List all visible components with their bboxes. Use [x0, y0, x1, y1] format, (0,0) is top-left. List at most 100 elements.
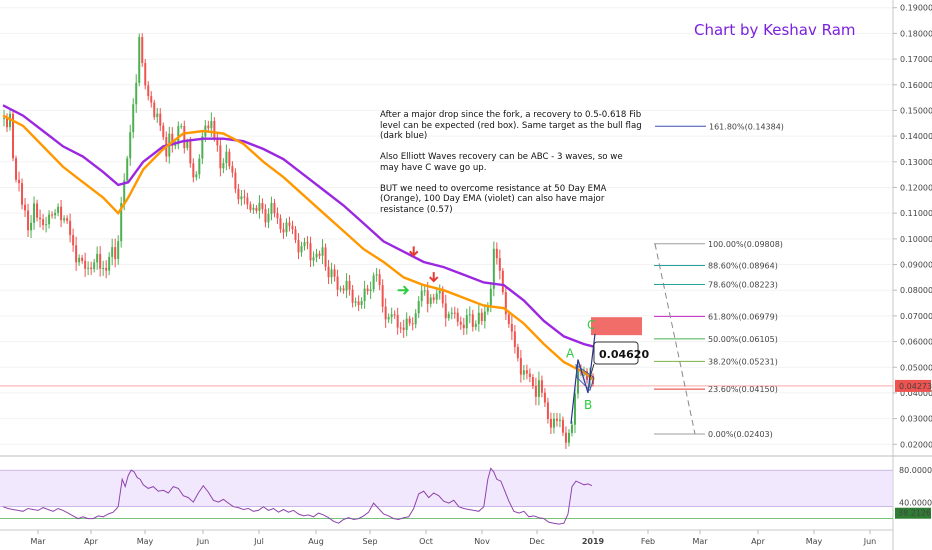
candle-body: [285, 222, 288, 233]
candle-body: [384, 306, 387, 320]
time-tick-label: Jun: [863, 537, 877, 546]
candle-body: [171, 133, 174, 146]
candle-body: [504, 292, 507, 315]
time-tick-label: Apr: [751, 537, 766, 546]
candle-body: [390, 314, 393, 318]
candle-body: [24, 204, 27, 211]
candle-body: [393, 314, 396, 316]
price-tick-label: 0.18000: [900, 29, 932, 38]
candle-body: [126, 158, 129, 181]
candle-body: [546, 402, 549, 419]
candle-body: [15, 158, 18, 180]
wave-label-c: C: [587, 318, 595, 332]
candle-body: [105, 267, 108, 271]
candle-body: [201, 136, 204, 159]
candle-body: [312, 257, 315, 261]
fib-level-label: 23.60%(0.04150): [708, 385, 778, 394]
candle-body: [399, 327, 402, 329]
candle-body: [81, 257, 84, 261]
candle-body: [267, 213, 270, 223]
candle-body: [273, 202, 276, 214]
candle-body: [396, 314, 399, 328]
candle-body: [288, 222, 291, 226]
candle-body: [216, 137, 219, 146]
candle-body: [231, 166, 234, 173]
candle-body: [498, 258, 501, 271]
candle-body: [27, 210, 30, 231]
candle-body: [150, 96, 153, 103]
price-tick-label: 0.04000: [900, 389, 932, 398]
candle-body: [429, 297, 432, 304]
candle-body: [78, 257, 81, 263]
candle-body: [195, 174, 198, 178]
candle-body: [369, 289, 372, 292]
candle-body: [414, 313, 417, 325]
candle-body: [516, 346, 519, 359]
candlestick-series: [3, 33, 594, 449]
breakout-arrow-right: [397, 285, 410, 295]
time-tick-label: Nov: [474, 537, 490, 546]
candle-body: [120, 203, 123, 242]
candle-body: [18, 179, 21, 184]
candle-body: [558, 419, 561, 421]
time-tick-label: Mar: [692, 537, 708, 546]
candle-body: [111, 247, 114, 257]
candle-body: [525, 370, 528, 374]
candle-body: [159, 113, 162, 126]
price-axis[interactable]: 0.02000 0.03000 0.04000 0.05000 0.06000 0.070…: [892, 0, 932, 550]
candle-body: [222, 163, 225, 169]
chart-credit: Chart by Keshav Ram: [694, 21, 856, 39]
time-axis[interactable]: Mar Apr May Jun Jul Aug Sep Oct Nov Dec 2019 Feb Mar…: [0, 529, 893, 546]
rsi-current-badge: [895, 507, 931, 519]
candle-body: [192, 163, 195, 178]
ema-100-line: [2, 104, 595, 348]
candle-body: [534, 385, 537, 397]
candle-body: [240, 196, 243, 200]
candle-body: [465, 315, 468, 329]
fib-trend-line: [654, 243, 696, 435]
candle-body: [87, 267, 90, 269]
candle-body: [540, 380, 543, 393]
candle-body: [234, 172, 237, 189]
candle-body: [501, 270, 504, 293]
flag-price-pointer: [589, 363, 595, 378]
candle-body: [39, 217, 42, 220]
candle-body: [144, 63, 147, 86]
candle-body: [387, 317, 390, 320]
candle-body: [411, 323, 414, 325]
candle-body: [261, 203, 264, 210]
flag-price-label: 0.04620: [599, 348, 649, 361]
candle-body: [174, 144, 177, 146]
fib-level-label: 78.60%(0.08223): [708, 280, 778, 289]
candle-body: [522, 370, 525, 375]
candle-body: [363, 288, 366, 302]
candle-body: [378, 274, 381, 286]
candle-body: [153, 102, 156, 118]
time-tick-label: Dec: [529, 537, 544, 546]
candle-body: [270, 202, 273, 214]
ema-50-line: [2, 114, 595, 382]
bull-flag: [575, 363, 595, 392]
candle-body: [339, 288, 342, 290]
candle-body: [357, 301, 360, 305]
flag-price-callout: [593, 341, 639, 365]
candle-body: [474, 323, 477, 327]
candle-body: [96, 253, 99, 263]
time-tick-label: Jul: [253, 537, 264, 546]
candle-body: [93, 262, 96, 269]
candle-body: [183, 126, 186, 149]
candle-body: [450, 312, 453, 315]
price-tick-label: 0.11000: [900, 209, 932, 218]
time-tick-label: Apr: [84, 537, 99, 546]
candle-body: [132, 104, 135, 133]
candle-body: [426, 290, 429, 304]
candle-body: [177, 126, 180, 145]
time-tick-label: Mar: [30, 537, 46, 546]
candle-body: [276, 213, 279, 219]
candle-body: [477, 312, 480, 324]
candle-body: [102, 267, 105, 269]
candle-body: [291, 225, 294, 230]
candle-body: [249, 204, 252, 210]
